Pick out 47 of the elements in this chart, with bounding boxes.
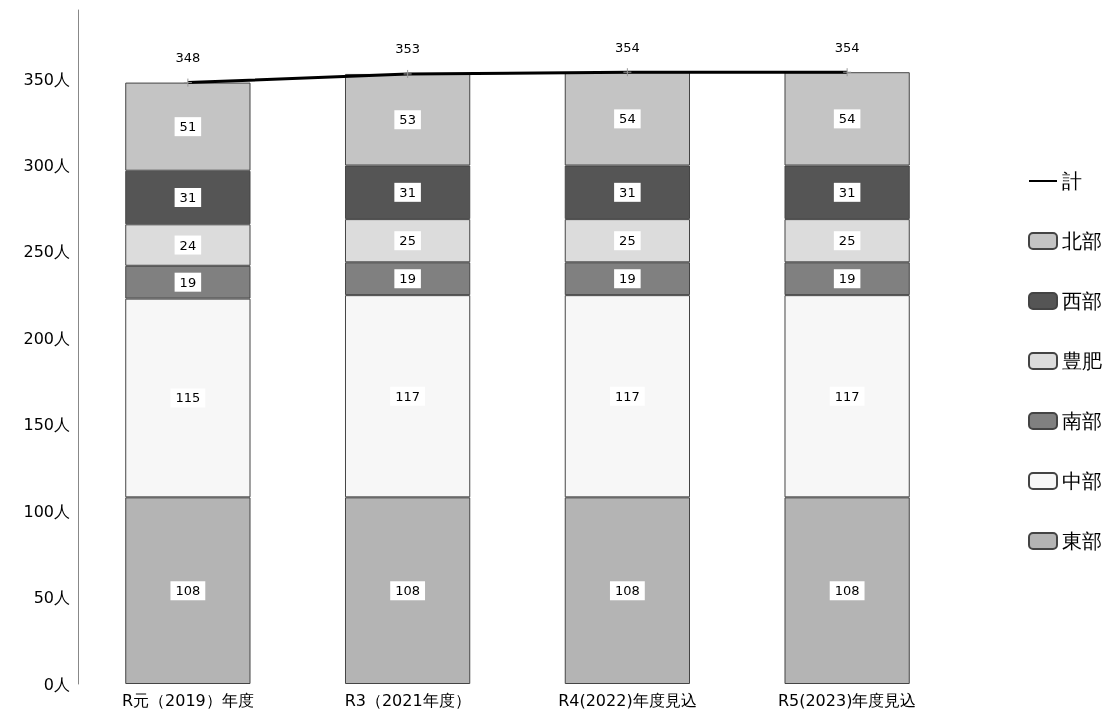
data-label: 19 xyxy=(838,271,856,287)
data-label: 19 xyxy=(619,271,636,287)
data-label: 117 xyxy=(834,388,860,404)
data-label: 117 xyxy=(395,388,421,404)
y-tick-label: 100人 xyxy=(23,501,70,521)
data-label: 108 xyxy=(834,583,860,599)
data-label: 31 xyxy=(399,184,416,200)
legend-label: 南部 xyxy=(1062,409,1102,433)
data-label: 354 xyxy=(614,39,640,55)
data-label: 31 xyxy=(179,190,197,206)
legend-label: 西部 xyxy=(1062,289,1102,313)
y-tick-label: 350人 xyxy=(23,69,70,89)
data-label: 348 xyxy=(175,50,201,66)
x-tick-label: R4(2022)年度見込 xyxy=(558,690,697,710)
x-tick-label: R3（2021年度） xyxy=(344,690,471,710)
data-label: 25 xyxy=(619,233,636,249)
legend-label: 計 xyxy=(1062,169,1082,193)
data-label: 19 xyxy=(399,271,416,287)
y-tick-label: 50人 xyxy=(33,588,70,608)
data-label: 54 xyxy=(838,111,856,127)
y-tick-label: 150人 xyxy=(23,415,70,435)
data-label: 354 xyxy=(834,39,860,55)
data-label: 51 xyxy=(179,119,197,135)
data-label: 54 xyxy=(619,111,636,127)
x-tick-label: R5(2023)年度見込 xyxy=(777,690,917,710)
data-label: 31 xyxy=(619,184,636,200)
data-label: 108 xyxy=(175,583,201,599)
y-tick-label: 300人 xyxy=(23,156,70,176)
data-label: 19 xyxy=(179,274,197,290)
data-label: 25 xyxy=(838,233,856,249)
data-label: 353 xyxy=(395,41,421,57)
data-label: 117 xyxy=(614,388,640,404)
data-label: 25 xyxy=(399,233,416,249)
y-tick-label: 0人 xyxy=(43,674,70,694)
data-label: 108 xyxy=(395,583,421,599)
legend-label: 豊肥 xyxy=(1062,349,1102,373)
legend-label: 東部 xyxy=(1062,529,1102,553)
data-label: 24 xyxy=(179,237,197,253)
x-tick-label: R元（2019）年度 xyxy=(121,690,254,710)
y-tick-label: 250人 xyxy=(23,242,70,262)
data-label: 115 xyxy=(175,390,201,406)
legend-label: 北部 xyxy=(1062,229,1102,253)
y-tick-label: 200人 xyxy=(23,328,70,348)
data-label: 108 xyxy=(614,583,640,599)
legend-label: 中部 xyxy=(1062,469,1102,493)
data-label: 31 xyxy=(838,184,856,200)
data-label: 53 xyxy=(399,112,416,128)
